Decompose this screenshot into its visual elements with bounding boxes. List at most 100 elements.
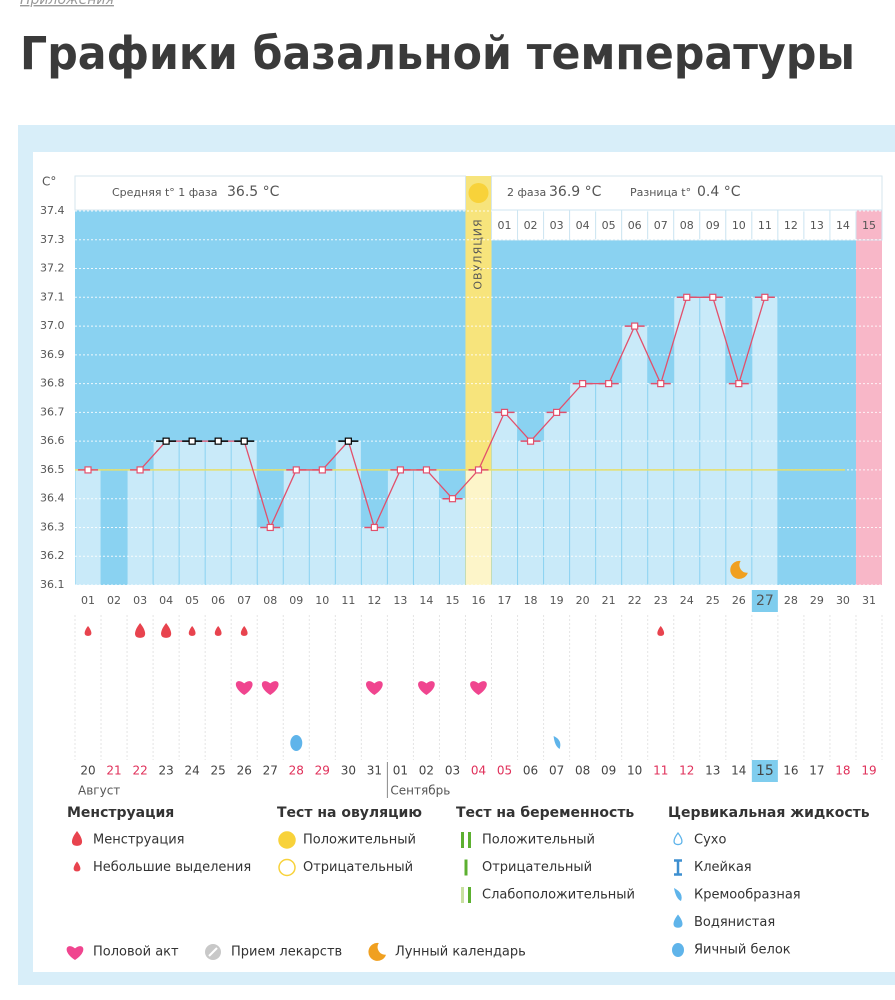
legend-icon [73, 861, 81, 872]
menstruation-icon [135, 623, 146, 638]
breadcrumb[interactable]: Приложения [20, 0, 114, 8]
y-tick-label: 36.5 [40, 463, 65, 476]
legend-item: Клейкая [694, 860, 752, 875]
x-tick-label: 19 [550, 594, 564, 607]
x-tick-label: 12 [367, 594, 381, 607]
y-tick-label: 37.3 [40, 233, 65, 246]
legend-icon [672, 943, 684, 957]
point [136, 466, 144, 474]
x-tick-label: 23 [654, 594, 668, 607]
phase2-day-cell [699, 209, 727, 241]
date-label: 07 [549, 764, 564, 778]
point [657, 380, 665, 388]
x-tick-label: 16 [472, 594, 486, 607]
date-label: 04 [471, 764, 486, 778]
temperature-bar [413, 469, 439, 585]
x-tick-label: 21 [602, 594, 616, 607]
menstruation-icon [161, 623, 172, 638]
date-label: 02 [419, 764, 434, 778]
phase2-label: 2 фаза [507, 186, 546, 199]
temperature-bar [153, 441, 179, 585]
date-label: 15 [756, 763, 774, 779]
x-tick-label: 30 [836, 594, 850, 607]
temperature-bar [231, 441, 257, 585]
temperature-bar [309, 469, 335, 585]
temperature-bar [648, 383, 674, 585]
spotting-icon [84, 626, 92, 636]
legend-item: Водянистая [694, 915, 775, 930]
date-label: 10 [627, 764, 642, 778]
date-label: 14 [731, 764, 746, 778]
intercourse-icon [366, 681, 383, 695]
point [318, 466, 326, 474]
phase2-day: 09 [706, 219, 720, 232]
x-tick-label: 07 [237, 594, 251, 607]
temperature-bar [596, 383, 622, 585]
y-tick-label: 37.1 [40, 290, 65, 303]
phase2-day-cell [855, 209, 883, 241]
x-tick-label: 14 [419, 594, 433, 607]
phase2-value: 36.9 °C [549, 184, 602, 200]
phase2-day: 03 [550, 219, 564, 232]
creamy-icon [553, 736, 561, 749]
temperature-bar [335, 441, 361, 585]
x-tick-label: 22 [628, 594, 642, 607]
phase2-day-cell [621, 209, 649, 241]
legend-icon [66, 946, 84, 960]
phase2-day-cell [777, 209, 805, 241]
y-tick-label: 36.2 [40, 549, 65, 562]
phase2-day: 04 [576, 219, 590, 232]
y-tick-label: 36.9 [40, 348, 65, 361]
diff-label: Разница t° [630, 186, 691, 199]
phase2-day-cell [517, 209, 545, 241]
month-label: Сентябрь [390, 784, 450, 798]
y-axis-unit: C° [42, 175, 56, 189]
point [500, 408, 509, 416]
legend-icon [674, 859, 682, 876]
point [240, 437, 248, 445]
legend-icon [674, 888, 682, 901]
intercourse-icon [235, 681, 253, 695]
phase2-day: 13 [810, 219, 824, 232]
diff-value: 0.4 °C [697, 184, 741, 200]
phase2-day: 11 [758, 219, 772, 232]
ovulation-icon [468, 183, 489, 203]
date-label: 24 [185, 764, 200, 778]
x-tick-label: 13 [393, 594, 407, 607]
phase2-day: 02 [524, 219, 538, 232]
x-tick-label: 09 [289, 594, 303, 607]
legend-item: Половой акт [93, 945, 179, 960]
date-label: 31 [367, 764, 382, 778]
legend-icon [461, 832, 464, 848]
phase2-day: 01 [498, 219, 512, 232]
highlight-day [751, 590, 778, 612]
x-tick-label: 08 [263, 594, 277, 607]
egg-white-icon [290, 735, 303, 751]
date-label: 17 [809, 764, 824, 778]
point [84, 466, 92, 474]
y-tick-label: 36.1 [40, 578, 65, 591]
phase1-header [74, 175, 466, 211]
y-tick-label: 37.4 [40, 204, 65, 217]
phase1-label: Средняя t° 1 фаза [112, 186, 218, 199]
point [162, 437, 170, 445]
y-tick-label: 36.3 [40, 520, 65, 533]
x-tick-label: 28 [784, 594, 798, 607]
temperature-bar [439, 498, 465, 585]
point [266, 523, 274, 532]
phase2-day: 08 [680, 219, 694, 232]
date-label: 12 [679, 764, 694, 778]
date-label: 28 [289, 764, 304, 778]
x-tick-label: 06 [211, 594, 225, 607]
x-tick-label: 03 [133, 594, 147, 607]
point [188, 437, 196, 445]
date-label: 21 [106, 764, 121, 778]
legend-icon [278, 831, 296, 849]
point [370, 523, 378, 532]
moon-icon [730, 560, 748, 579]
phase2-day: 10 [732, 219, 746, 232]
point [605, 380, 613, 388]
legend-item: Сухо [694, 833, 726, 848]
point [214, 437, 222, 445]
legend-icon [368, 942, 386, 961]
